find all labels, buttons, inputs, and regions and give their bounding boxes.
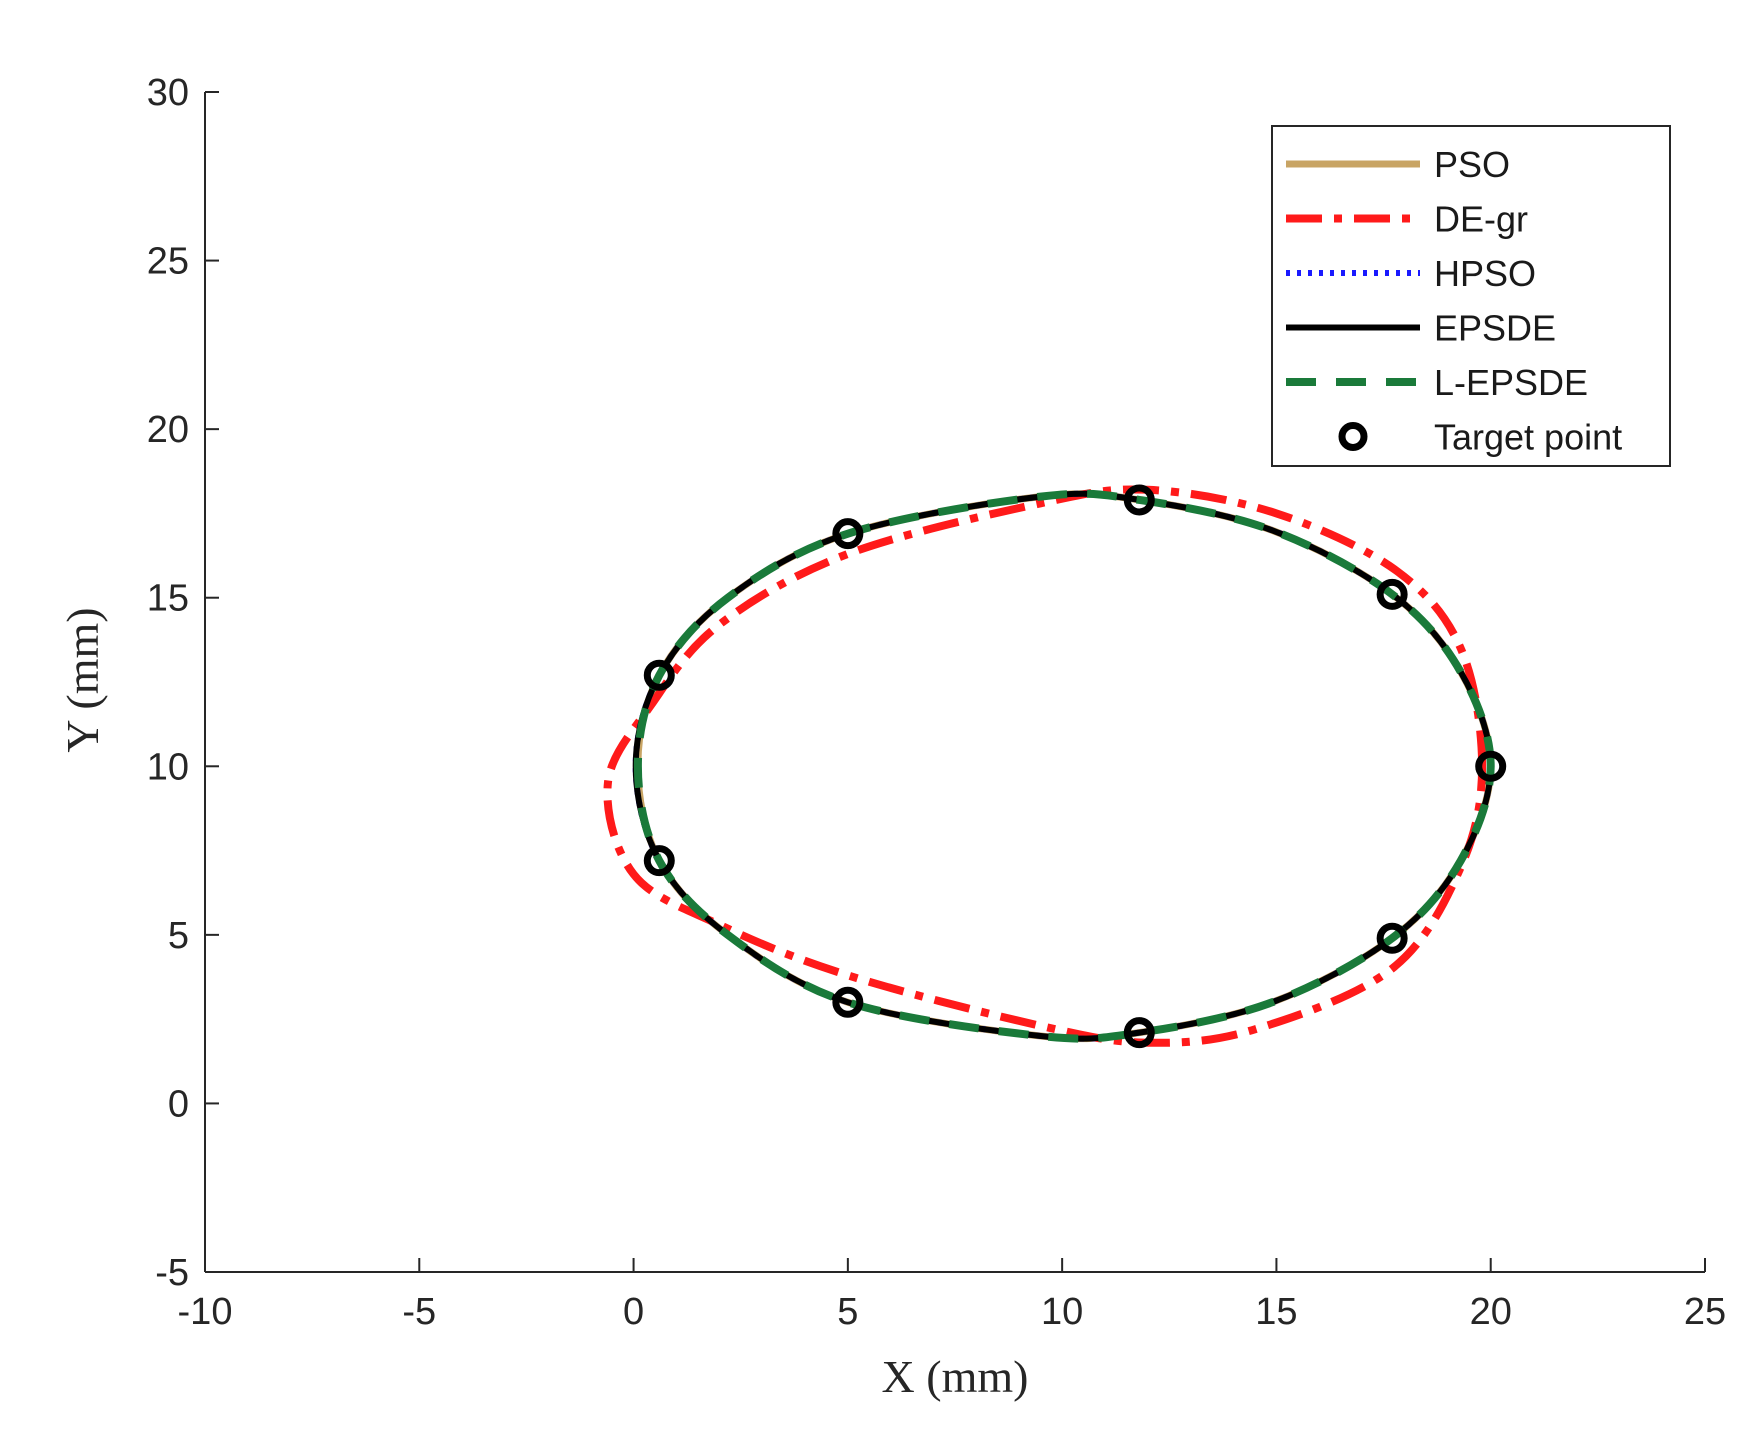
legend-box bbox=[1271, 125, 1671, 467]
x-tick-label: 10 bbox=[1041, 1291, 1083, 1333]
legend-label: HPSO bbox=[1434, 253, 1536, 294]
x-tick-label: 20 bbox=[1470, 1291, 1512, 1333]
y-tick-label: 15 bbox=[147, 578, 189, 620]
target-point bbox=[1475, 750, 1507, 782]
legend-swatch bbox=[1338, 422, 1368, 451]
series-de-gr-line bbox=[603, 485, 1487, 1047]
target-point bbox=[1376, 922, 1408, 954]
y-tick-label: 5 bbox=[168, 915, 189, 957]
y-tick-label: 0 bbox=[168, 1083, 189, 1125]
target-point bbox=[832, 986, 864, 1018]
target-points bbox=[643, 484, 1507, 1049]
target-point bbox=[1123, 484, 1155, 516]
x-tick-label: -5 bbox=[402, 1291, 436, 1333]
series-l-epsde-line bbox=[633, 489, 1495, 1043]
x-tick-label: 5 bbox=[837, 1291, 858, 1333]
legend: PSO DE-gr HPSO EPSDE L-EPSDE Target point bbox=[1271, 125, 1671, 467]
y-tick-label: 25 bbox=[147, 241, 189, 283]
y-axis-label: Y (mm) bbox=[57, 607, 108, 752]
target-point bbox=[1123, 1017, 1155, 1049]
y-tick-label: 10 bbox=[147, 746, 189, 788]
legend-label: PSO bbox=[1434, 144, 1510, 185]
y-tick-label: -5 bbox=[155, 1252, 189, 1294]
target-point bbox=[1376, 578, 1408, 610]
legend-label: EPSDE bbox=[1434, 308, 1556, 349]
target-point bbox=[832, 518, 864, 550]
legend-label: L-EPSDE bbox=[1434, 362, 1588, 403]
plot-lines bbox=[603, 485, 1495, 1047]
target-point bbox=[643, 845, 675, 877]
x-axis-label: X (mm) bbox=[882, 1351, 1029, 1402]
y-tick-label: 30 bbox=[147, 72, 189, 114]
x-tick-label: -10 bbox=[178, 1291, 233, 1333]
x-tick-label: 0 bbox=[623, 1291, 644, 1333]
x-tick-label: 25 bbox=[1684, 1291, 1726, 1333]
target-point bbox=[643, 659, 675, 691]
x-tick-label: 15 bbox=[1255, 1291, 1297, 1333]
legend-label: DE-gr bbox=[1434, 199, 1528, 240]
legend-label: Target point bbox=[1434, 417, 1622, 458]
y-tick-label: 20 bbox=[147, 409, 189, 451]
